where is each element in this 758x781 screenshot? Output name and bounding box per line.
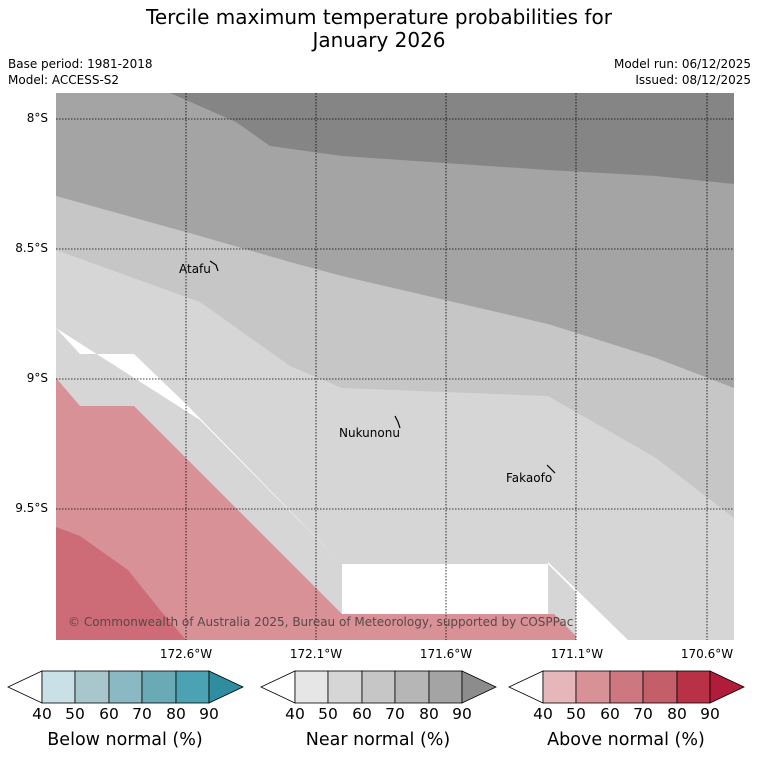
region-above-60	[56, 527, 186, 640]
atoll-nukunonu-outline	[394, 415, 401, 429]
model-name: Model: ACCESS-S2	[8, 73, 120, 87]
below-swatch-1	[74, 670, 110, 704]
colorbar-below	[7, 670, 244, 704]
near-tick-60: 60	[352, 705, 372, 723]
above-swatch-4	[676, 670, 711, 704]
near-tick-90: 90	[452, 705, 472, 723]
near-normal-title: Near normal (%)	[305, 730, 451, 750]
near-tick-40: 40	[285, 705, 305, 723]
above-tick-80: 80	[667, 705, 687, 723]
map-title-line1: Tercile maximum temperature probabilitie…	[146, 5, 612, 29]
meta-left: Base period: 1981-2018 Model: ACCESS-S2	[8, 56, 153, 88]
above-tick-40: 40	[533, 705, 553, 723]
atoll-atafu-outline	[209, 260, 219, 272]
above-swatch-1	[575, 670, 611, 704]
lon-label-170-6w: 170.6°W	[680, 647, 734, 661]
region-white-band	[56, 328, 628, 640]
region-no-signal	[56, 328, 548, 640]
colorbar-near	[260, 670, 497, 704]
lat-label-9s: 9°S	[26, 371, 48, 385]
near-swatch-1	[327, 670, 363, 704]
above-tick-60: 60	[600, 705, 620, 723]
below-swatch-4	[175, 670, 210, 704]
near-swatch-0	[294, 670, 329, 704]
near-swatch-2	[361, 670, 396, 704]
near-swatch-5	[461, 670, 497, 704]
lon-label-171-6w: 171.6°W	[419, 647, 473, 661]
atoll-fakaofo-outline	[546, 464, 556, 474]
model-run: Model run: 06/12/2025	[613, 57, 751, 71]
place-nukunonu: Nukunonu	[339, 426, 400, 440]
atolls	[209, 260, 556, 474]
base-period: Base period: 1981-2018	[8, 57, 153, 71]
near-tick-50: 50	[318, 705, 338, 723]
above-tick-90: 90	[700, 705, 720, 723]
above-tick-50: 50	[566, 705, 586, 723]
below-tick-80: 80	[166, 705, 186, 723]
graticule	[56, 93, 734, 640]
above-tick-70: 70	[633, 705, 653, 723]
lat-label-9-5s: 9.5°S	[15, 501, 48, 515]
above-swatch-2	[609, 670, 644, 704]
below-tick-50: 50	[65, 705, 85, 723]
lat-label-8-5s: 8.5°S	[15, 241, 48, 255]
below-swatch-5	[208, 670, 244, 704]
below-tick-40: 40	[32, 705, 52, 723]
lon-label-172-6w: 172.6°W	[159, 647, 213, 661]
issued-date: Issued: 08/12/2025	[635, 73, 751, 87]
place-fakaofo: Fakaofo	[506, 471, 552, 485]
meta-right: Model run: 06/12/2025 Issued: 08/12/2025	[614, 56, 751, 88]
below-tick-70: 70	[132, 705, 152, 723]
near-swatch-4	[428, 670, 463, 704]
near-tick-70: 70	[385, 705, 405, 723]
above-swatch-0	[542, 670, 577, 704]
lon-label-172-1w: 172.1°W	[289, 647, 343, 661]
near-tick-80: 80	[419, 705, 439, 723]
probability-regions	[56, 93, 734, 640]
above-swatch-5	[709, 670, 745, 704]
below-normal-title: Below normal (%)	[47, 730, 203, 750]
above-normal-title: Above normal (%)	[547, 730, 705, 750]
place-atafu: Atafu	[179, 262, 211, 276]
colorbar-above	[508, 670, 745, 704]
below-tick-60: 60	[99, 705, 119, 723]
below-swatch-3	[141, 670, 177, 704]
below-tick-90: 90	[199, 705, 219, 723]
map-title-line2: January 2026	[312, 28, 446, 52]
region-near-80	[170, 93, 734, 184]
lon-label-171-1w: 171.1°W	[550, 647, 604, 661]
near-swatch-3	[394, 670, 430, 704]
lat-label-8s: 8°S	[26, 111, 48, 125]
below-swatch-0	[41, 670, 76, 704]
copyright-notice: © Commonwealth of Australia 2025, Bureau…	[68, 615, 573, 629]
above-swatch-3	[642, 670, 678, 704]
below-swatch-2	[108, 670, 143, 704]
